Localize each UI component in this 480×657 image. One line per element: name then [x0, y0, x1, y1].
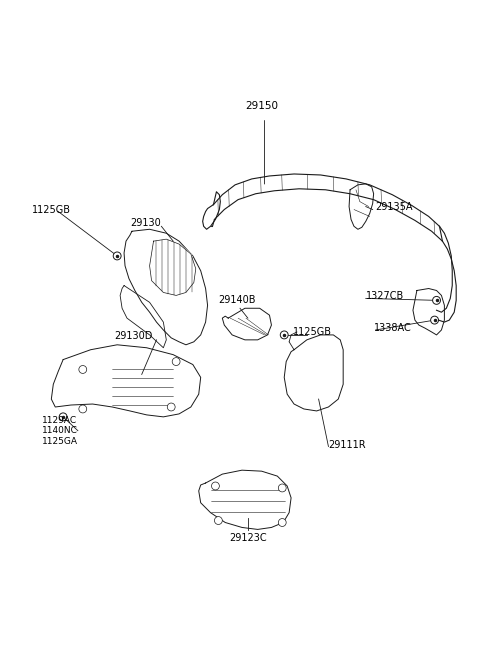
Text: 29111R: 29111R: [328, 440, 366, 449]
Circle shape: [113, 252, 121, 260]
Circle shape: [432, 296, 441, 304]
Circle shape: [215, 516, 222, 524]
Circle shape: [212, 482, 219, 490]
Text: 1125GB: 1125GB: [32, 204, 71, 215]
Circle shape: [278, 484, 286, 492]
Text: 29140B: 29140B: [218, 296, 256, 306]
Circle shape: [172, 357, 180, 365]
Circle shape: [79, 365, 87, 373]
Polygon shape: [222, 308, 272, 340]
Polygon shape: [120, 286, 166, 348]
Polygon shape: [413, 288, 444, 335]
Polygon shape: [349, 184, 373, 229]
Polygon shape: [150, 239, 196, 296]
Text: 29135A: 29135A: [376, 202, 413, 212]
Circle shape: [278, 518, 286, 526]
Circle shape: [431, 316, 439, 324]
Text: 29150: 29150: [245, 101, 278, 111]
Text: 1338AC: 1338AC: [373, 323, 411, 333]
Text: 1125GB: 1125GB: [293, 327, 332, 337]
Text: 29123C: 29123C: [229, 533, 267, 543]
Text: 1129AC
1140NC
1125GA: 1129AC 1140NC 1125GA: [41, 416, 77, 445]
Polygon shape: [284, 335, 343, 411]
Polygon shape: [51, 345, 201, 417]
Circle shape: [168, 403, 175, 411]
Text: 1327CB: 1327CB: [366, 292, 404, 302]
Text: 29130: 29130: [130, 218, 161, 229]
Polygon shape: [199, 470, 291, 530]
Polygon shape: [124, 229, 207, 345]
Text: 29130D: 29130D: [114, 331, 153, 341]
Circle shape: [59, 413, 67, 421]
Circle shape: [79, 405, 87, 413]
Circle shape: [280, 331, 288, 339]
